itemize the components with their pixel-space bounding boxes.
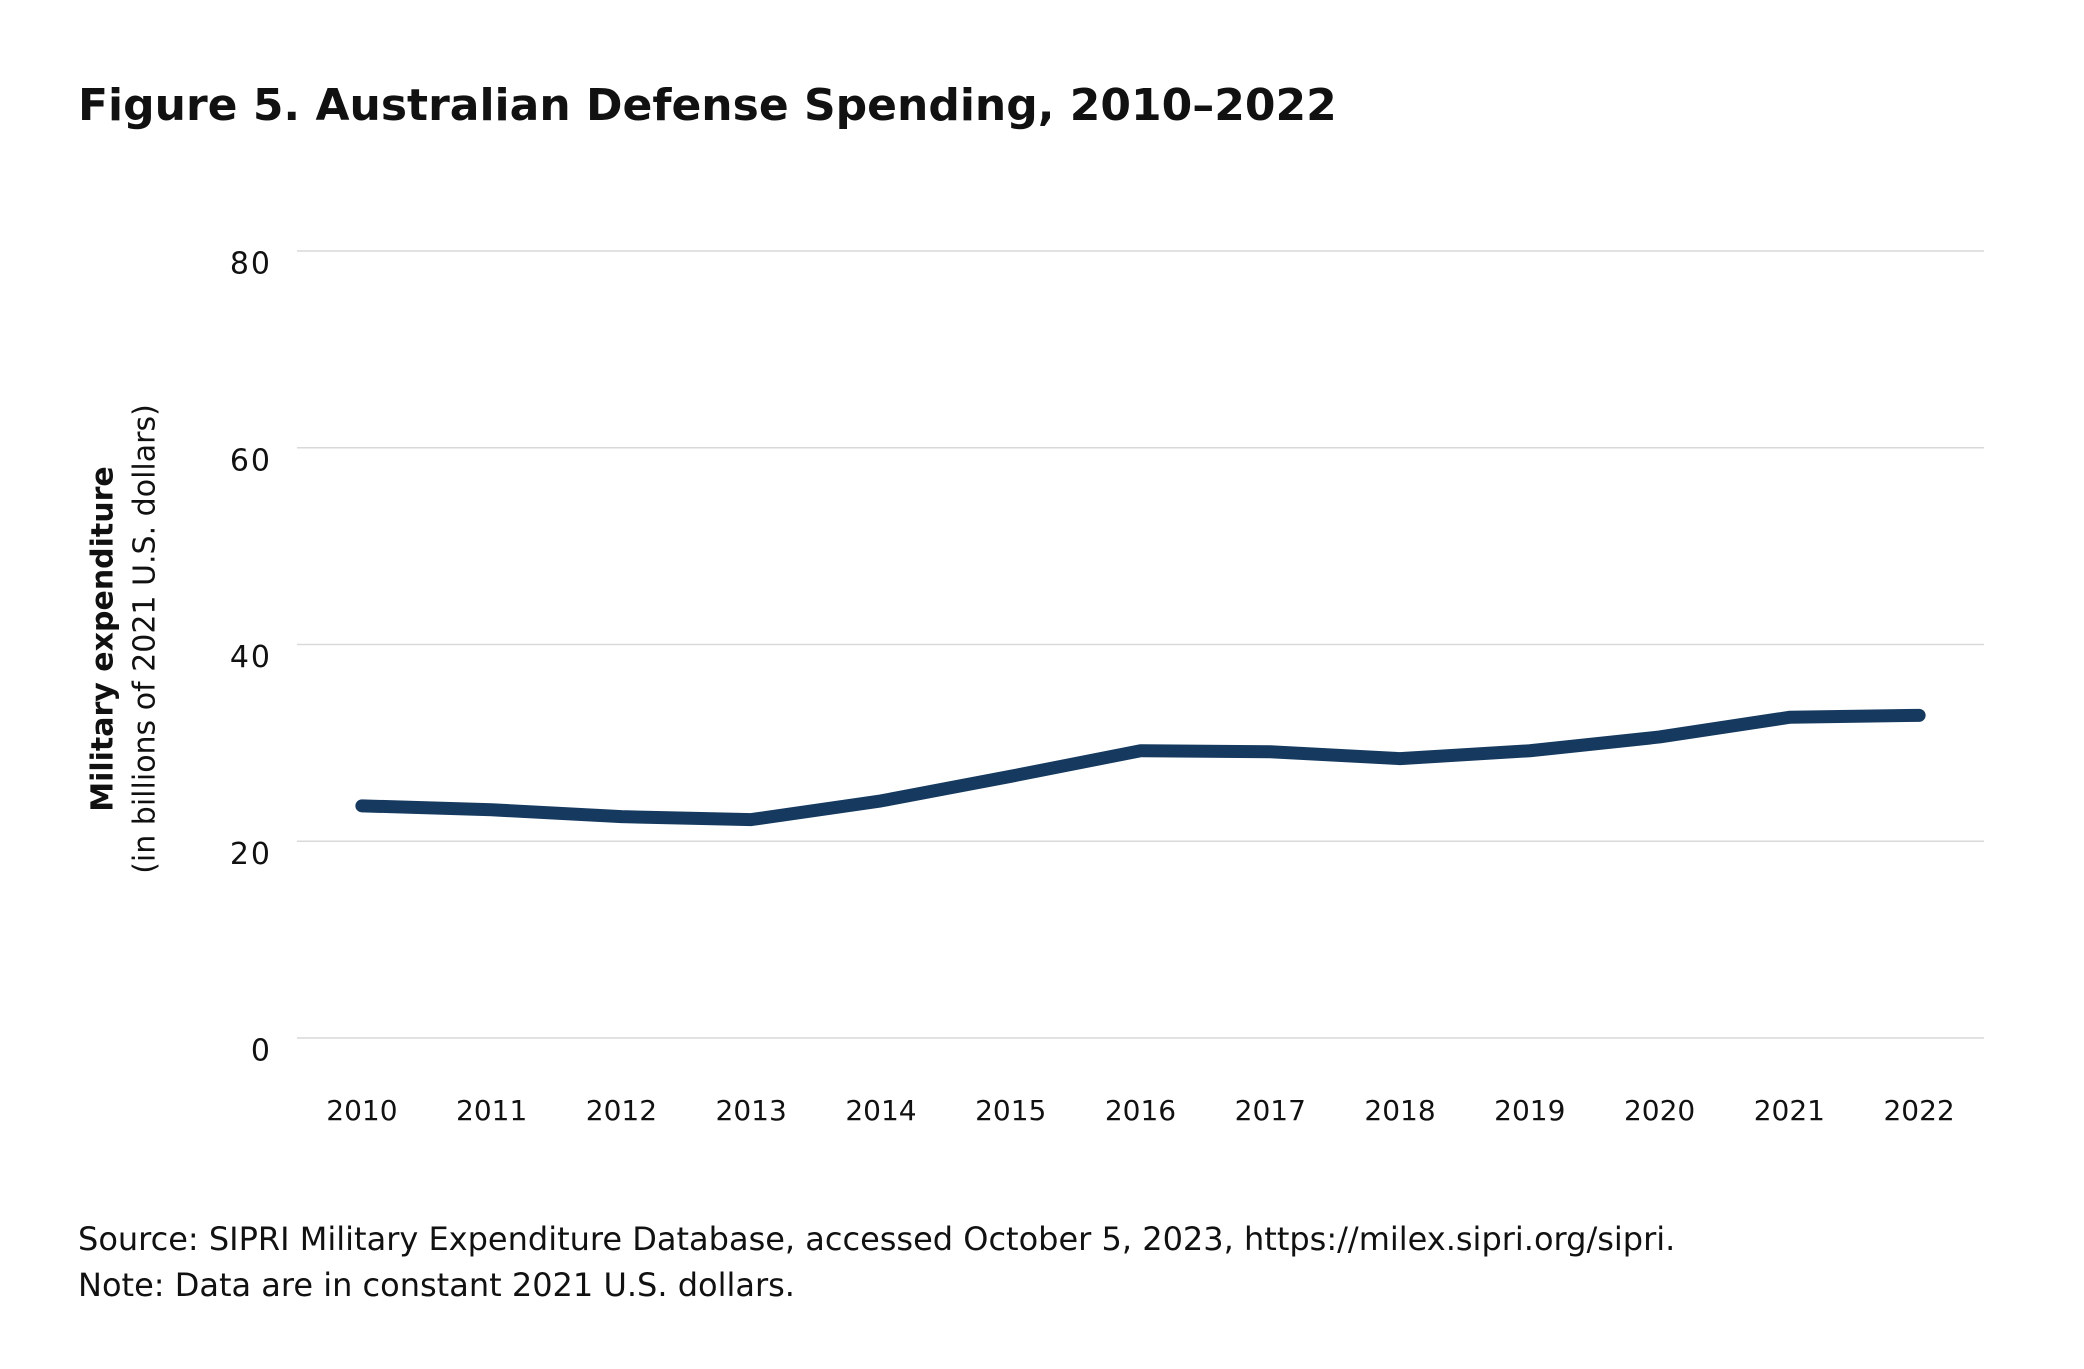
source-note: Source: SIPRI Military Expenditure Datab…: [78, 1220, 1675, 1258]
x-tick-label: 2015: [975, 1094, 1046, 1127]
chart-title: Figure 5. Australian Defense Spending, 2…: [78, 80, 1337, 131]
x-tick-label: 2012: [586, 1094, 657, 1127]
y-tick-label: 60: [230, 443, 272, 478]
x-tick-label: 2014: [845, 1094, 916, 1127]
y-axis-sublabel: (in billions of 2021 U.S. dollars): [128, 404, 163, 874]
x-tick-label: 2013: [716, 1094, 787, 1127]
x-tick-label: 2010: [326, 1094, 397, 1127]
y-tick-label: 80: [230, 247, 272, 282]
note: Note: Data are in constant 2021 U.S. dol…: [78, 1266, 795, 1304]
x-tick-label: 2019: [1494, 1094, 1565, 1127]
x-tick-label: 2017: [1235, 1094, 1306, 1127]
x-tick-label: 2021: [1754, 1094, 1825, 1127]
x-tick-label: 2018: [1364, 1094, 1435, 1127]
y-tick-label: 40: [230, 640, 272, 675]
x-tick-label: 2020: [1624, 1094, 1695, 1127]
y-tick-label: 0: [251, 1034, 272, 1069]
x-tick-label: 2016: [1105, 1094, 1176, 1127]
x-tick-label: 2022: [1883, 1094, 1954, 1127]
y-axis-label: Military expenditure: [86, 466, 121, 812]
data-line: [355, 708, 1926, 827]
y-tick-label: 20: [230, 837, 272, 872]
x-tick-label: 2011: [456, 1094, 527, 1127]
